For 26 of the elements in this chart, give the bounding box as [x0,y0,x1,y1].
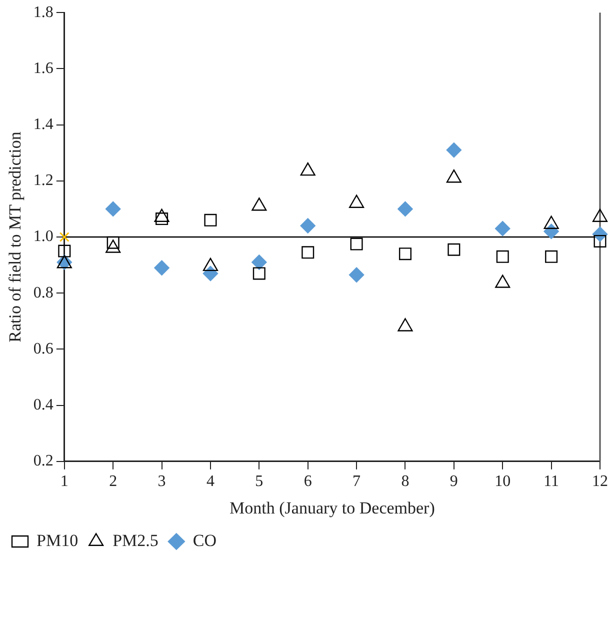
x-tick-label: 4 [206,473,214,490]
x-tick-label: 2 [109,473,118,490]
x-tick-label: 12 [592,473,608,490]
y-tick-label: 0.8 [33,284,54,302]
legend-label: PM10 [36,530,78,550]
y-tick-label: 0.6 [33,340,54,358]
y-tick-label: 1.0 [33,228,54,246]
y-tick-label: 0.2 [33,452,54,470]
y-tick-label: 1.4 [33,116,54,134]
x-tick-label: 9 [450,473,458,490]
x-tick-label: 10 [494,473,511,490]
y-tick-label: 0.4 [33,396,54,414]
legend-label: CO [192,530,217,550]
y-tick-label: 1.6 [33,60,54,77]
legend-label: PM2.5 [112,530,158,550]
x-tick-label: 6 [304,473,312,490]
y-tick-label: 1.2 [33,172,54,190]
x-tick-label: 7 [352,473,361,490]
x-tick-label: 8 [401,473,410,490]
x-tick-label: 5 [255,473,264,490]
y-axis-title: Ratio of field to MT prediction [6,131,25,342]
x-axis-title: Month (January to December) [230,498,435,518]
x-tick-label: 3 [158,473,166,490]
x-tick-label: 1 [60,473,68,490]
y-tick-label: 1.8 [33,4,54,21]
x-tick-label: 11 [544,473,560,490]
